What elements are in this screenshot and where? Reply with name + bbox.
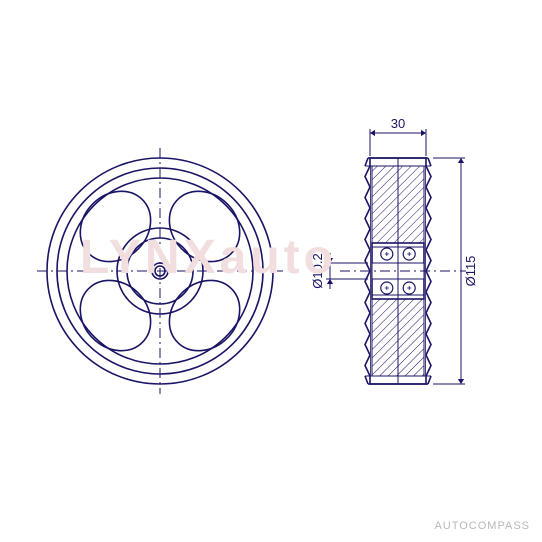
- watermark: LYNXauto: [80, 230, 337, 285]
- svg-text:30: 30: [391, 116, 405, 131]
- svg-text:Ø115: Ø115: [463, 256, 478, 287]
- footer-brand: AUTOCOMPASS: [434, 520, 530, 532]
